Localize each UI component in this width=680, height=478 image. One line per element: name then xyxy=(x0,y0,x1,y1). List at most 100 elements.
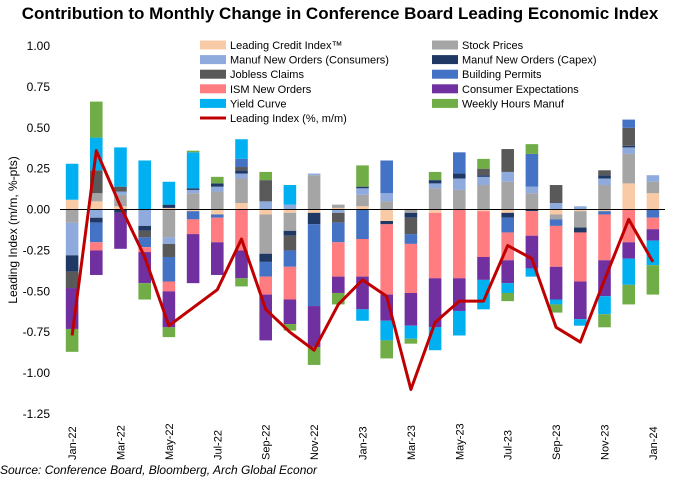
bar-segment xyxy=(332,242,345,277)
bar-segment xyxy=(65,328,79,352)
y-tick-label: 0.25 xyxy=(27,162,51,176)
bar-segment xyxy=(90,101,103,138)
bar-segment xyxy=(453,178,466,190)
x-tick-label: Sep-23 xyxy=(551,425,563,460)
bar-segment xyxy=(501,217,514,233)
bar-segment xyxy=(404,234,418,244)
bar-segment xyxy=(404,212,418,218)
bar-segment xyxy=(90,209,103,218)
bar-segment xyxy=(138,237,151,248)
bar-segment xyxy=(356,206,369,210)
bar-segment xyxy=(453,209,466,279)
bar-segment xyxy=(283,324,297,331)
bar-segment xyxy=(453,173,466,179)
bar-segment xyxy=(501,181,514,210)
bar-segment xyxy=(622,147,635,154)
bar-segment xyxy=(138,252,151,284)
x-tick-label: Jan-22 xyxy=(67,426,79,460)
x-tick-label: Nov-23 xyxy=(600,425,612,460)
bar-segment xyxy=(574,281,587,320)
bar-segment xyxy=(380,160,393,194)
legend-label: Leading Credit Index™ xyxy=(230,40,343,52)
bar-segment xyxy=(186,188,200,190)
bar-segment xyxy=(283,185,297,205)
legend-swatch xyxy=(432,55,458,65)
bar-segment xyxy=(332,292,345,305)
bar-segment xyxy=(259,261,272,277)
x-tick-label: Mar-23 xyxy=(406,425,418,460)
bar-segment xyxy=(211,186,224,192)
bar-segment xyxy=(477,168,490,176)
x-tick-label: Jul-23 xyxy=(503,430,515,460)
bar-segment xyxy=(501,212,514,218)
bar-segment xyxy=(65,209,79,223)
bar-segment xyxy=(622,183,635,210)
bar-segment xyxy=(622,209,635,243)
bar-segment xyxy=(404,209,418,213)
bar-segment xyxy=(114,212,127,249)
bar-segment xyxy=(259,276,272,295)
bar-segment xyxy=(332,212,345,223)
y-tick-label: -1.00 xyxy=(23,366,51,380)
bar-segment xyxy=(235,278,248,287)
bar-segment xyxy=(646,193,660,210)
bar-segment xyxy=(356,186,369,189)
bar-segment xyxy=(574,209,587,212)
bar-segment xyxy=(404,325,418,339)
y-tick-label: 0.75 xyxy=(27,80,51,94)
bar-segment xyxy=(65,199,79,210)
bar-segment xyxy=(114,209,127,213)
y-tick-label: 1.00 xyxy=(27,39,51,53)
bar-segment xyxy=(549,214,563,220)
bar-segment xyxy=(90,222,103,243)
bar-segment xyxy=(138,209,151,226)
legend-swatch xyxy=(200,69,226,79)
bar-segment xyxy=(138,160,151,210)
chart-title: Contribution to Monthly Change in Confer… xyxy=(22,4,659,23)
bar-segment xyxy=(259,171,272,181)
bar-segment xyxy=(428,188,442,210)
bar-segment xyxy=(186,219,200,235)
bar-segment xyxy=(162,243,176,257)
bar-segment xyxy=(477,176,490,186)
bar-segment xyxy=(138,247,151,253)
bar-segment xyxy=(307,224,321,307)
bar-segment xyxy=(162,204,176,208)
bar-segment xyxy=(428,180,442,184)
bar-segment xyxy=(235,167,248,171)
bar-segment xyxy=(332,276,345,293)
bar-segment xyxy=(186,234,200,284)
bar-segment xyxy=(501,149,514,172)
bar-segment xyxy=(332,222,345,243)
bar-segment xyxy=(380,209,393,222)
bar-segment xyxy=(404,338,418,344)
bar-segment xyxy=(162,209,176,238)
bar-segment xyxy=(646,265,660,295)
bar-segment xyxy=(549,304,563,313)
bar-segment xyxy=(525,235,539,269)
bar-segment xyxy=(283,235,297,251)
bar-segment xyxy=(380,201,393,210)
bar-segment xyxy=(211,183,224,187)
bar-segment xyxy=(162,281,176,292)
bar-segment xyxy=(138,225,151,231)
bar-segment xyxy=(283,204,297,210)
bar-segment xyxy=(332,209,345,213)
bar-segment xyxy=(162,256,176,282)
bar-segment xyxy=(404,243,418,293)
bar-segment xyxy=(114,147,127,187)
bar-segment xyxy=(283,209,297,213)
bar-segment xyxy=(428,209,442,213)
bar-segment xyxy=(453,189,466,210)
bar-segment xyxy=(525,186,539,194)
bar-segment xyxy=(525,211,539,236)
y-tick-label: 0.00 xyxy=(27,203,51,217)
bar-segment xyxy=(186,193,200,210)
bar-segment xyxy=(598,170,611,176)
legend-swatch xyxy=(200,84,226,94)
bar-segment xyxy=(477,209,490,212)
bar-segment xyxy=(549,266,563,300)
bar-segment xyxy=(525,153,539,187)
bar-segment xyxy=(259,294,272,341)
bar-segment xyxy=(622,145,635,148)
